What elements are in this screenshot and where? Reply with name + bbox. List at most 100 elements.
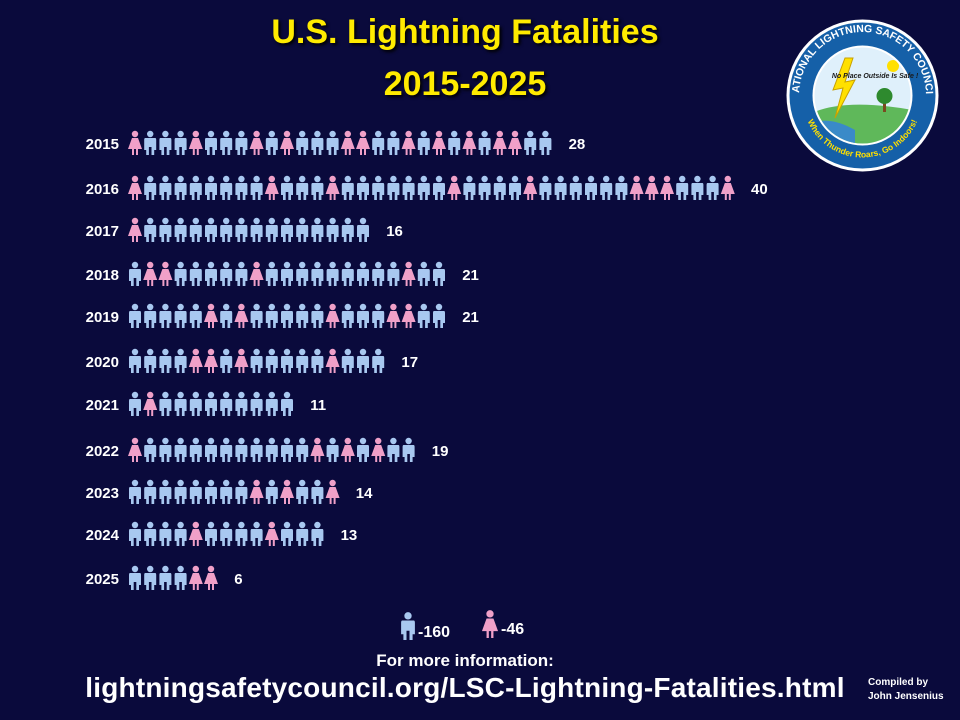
male-icon	[129, 261, 141, 286]
male-icon	[281, 348, 293, 373]
value-label: 16	[386, 223, 403, 240]
male-icon	[357, 261, 369, 286]
male-icon	[311, 261, 324, 286]
male-icon	[433, 261, 445, 286]
female-icon	[660, 175, 674, 200]
male-icon	[554, 175, 567, 200]
female-icon	[204, 565, 218, 590]
male-icon	[265, 261, 278, 286]
male-icon	[220, 391, 233, 416]
year-label: 2016	[86, 181, 119, 198]
female-icon	[462, 130, 477, 155]
male-icon	[478, 175, 491, 200]
male-icon	[265, 303, 278, 328]
male-icon	[220, 175, 233, 200]
male-icon	[159, 217, 172, 242]
female-icon	[204, 348, 218, 373]
female-icon	[188, 130, 203, 155]
female-icon	[325, 348, 340, 373]
female-icon	[401, 261, 416, 286]
male-icon	[281, 303, 293, 328]
male-icon	[387, 130, 400, 155]
year-label: 2021	[86, 397, 119, 414]
female-icon	[325, 175, 340, 200]
female-icon	[371, 437, 386, 462]
legend-female-label: -46	[501, 621, 524, 638]
male-icon	[372, 130, 385, 155]
male-icon	[174, 437, 187, 462]
male-icon	[311, 217, 324, 242]
female-icon	[143, 261, 158, 286]
male-icon	[220, 521, 233, 546]
female-icon	[234, 348, 249, 373]
value-label: 28	[569, 136, 586, 153]
male-icon	[235, 261, 248, 286]
male-icon	[159, 130, 172, 155]
female-icon	[128, 437, 142, 462]
year-label: 2017	[86, 223, 119, 240]
male-icon	[433, 175, 445, 200]
female-icon	[280, 130, 294, 155]
male-icon	[493, 175, 506, 200]
female-icon	[310, 437, 325, 462]
male-icon	[250, 521, 263, 546]
male-icon	[524, 130, 537, 155]
male-icon	[174, 348, 187, 373]
male-icon	[174, 565, 187, 590]
male-icon	[296, 348, 309, 373]
male-icon	[326, 130, 339, 155]
male-icon	[296, 479, 309, 504]
male-icon	[144, 175, 157, 200]
female-icon	[128, 217, 142, 242]
male-icon	[189, 479, 202, 504]
male-icon	[174, 479, 187, 504]
male-icon	[281, 437, 293, 462]
female-icon	[356, 130, 370, 155]
male-icon	[448, 130, 461, 155]
male-icon	[144, 521, 157, 546]
male-icon	[205, 130, 217, 155]
male-icon	[235, 479, 248, 504]
female-icon	[401, 130, 416, 155]
male-icon	[235, 437, 248, 462]
logo-inner-text: No Place Outside Is Safe !	[832, 73, 919, 80]
male-icon	[401, 612, 415, 640]
female-icon	[158, 261, 173, 286]
female-icon	[128, 130, 142, 155]
male-icon	[220, 217, 233, 242]
male-icon	[250, 175, 263, 200]
male-icon	[509, 175, 521, 200]
male-icon	[235, 175, 248, 200]
male-icon	[326, 261, 339, 286]
male-icon	[129, 479, 141, 504]
male-icon	[296, 521, 309, 546]
male-icon	[296, 175, 309, 200]
male-icon	[250, 217, 263, 242]
male-icon	[372, 348, 385, 373]
female-icon	[188, 348, 203, 373]
more-info-url[interactable]: lightningsafetycouncil.org/LSC-Lightning…	[85, 672, 845, 703]
value-label: 14	[356, 485, 373, 502]
male-icon	[144, 303, 157, 328]
chart-rows: 2015 28 2016 40 2017 16 2018 21 2019 21 2020 17 2021…	[86, 130, 768, 590]
female-icon	[386, 303, 401, 328]
male-icon	[265, 437, 278, 462]
male-icon	[220, 437, 233, 462]
female-icon	[401, 303, 416, 328]
male-icon	[463, 175, 476, 200]
male-icon	[296, 130, 309, 155]
male-icon	[296, 217, 309, 242]
year-label: 2022	[86, 443, 119, 460]
value-label: 19	[432, 443, 449, 460]
year-label: 2025	[86, 571, 119, 588]
female-icon	[128, 175, 142, 200]
female-icon	[644, 175, 659, 200]
male-icon	[341, 175, 354, 200]
male-icon	[189, 437, 202, 462]
male-icon	[569, 175, 582, 200]
male-icon	[311, 303, 324, 328]
value-label: 6	[234, 571, 242, 588]
male-icon	[341, 303, 354, 328]
male-icon	[220, 303, 233, 328]
male-icon	[539, 130, 552, 155]
